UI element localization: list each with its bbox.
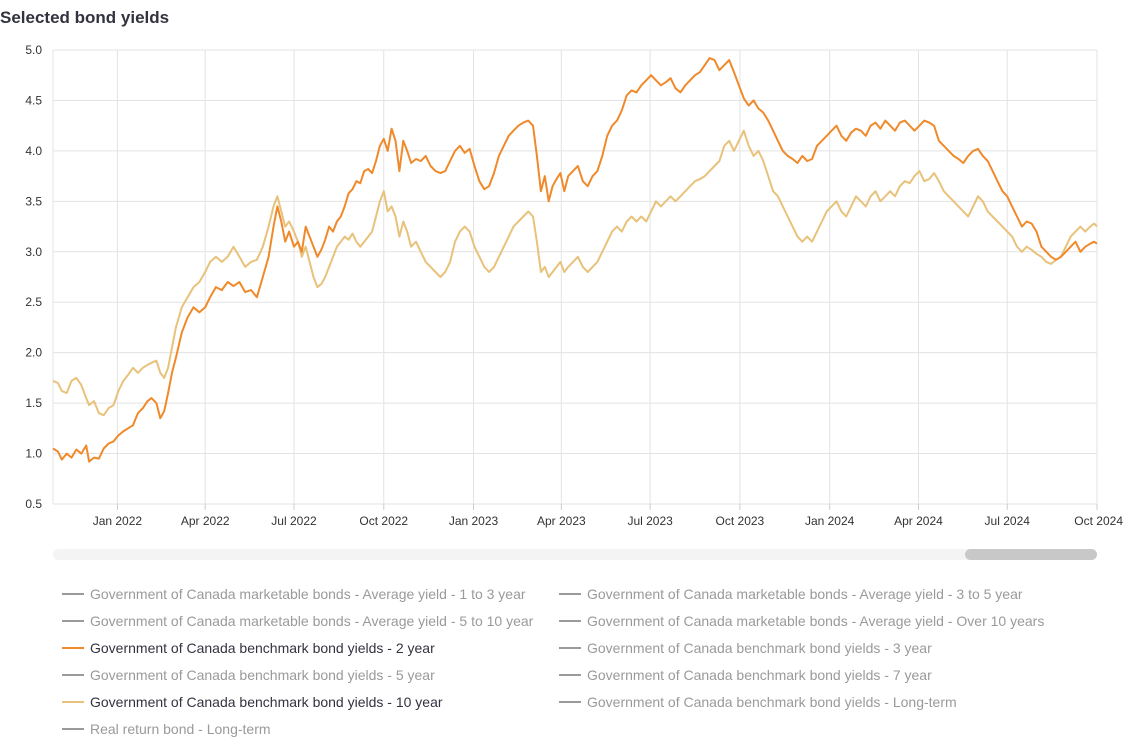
legend-swatch — [62, 728, 84, 730]
legend-item[interactable]: Government of Canada marketable bonds - … — [62, 613, 533, 629]
y-tick-label: 0.5 — [25, 497, 42, 511]
legend-label: Government of Canada marketable bonds - … — [90, 586, 526, 602]
legend-swatch — [559, 701, 581, 703]
legend-swatch — [559, 593, 581, 595]
scrollbar-thumb[interactable] — [965, 549, 1097, 560]
grid-lines — [52, 49, 1098, 505]
y-tick-label: 4.0 — [25, 144, 42, 158]
x-tick-label: Apr 2024 — [894, 514, 943, 528]
legend-swatch — [62, 620, 84, 622]
legend-label: Government of Canada benchmark bond yiel… — [90, 694, 443, 710]
x-tick-label: Oct 2023 — [716, 514, 765, 528]
y-tick-label: 3.5 — [25, 194, 42, 208]
x-axis: Jan 2022 Apr 2022 Jul 2022 Oct 2022 Jan 2023… — [93, 504, 1123, 528]
y-tick-label: 4.5 — [25, 93, 42, 107]
x-tick-label: Jul 2022 — [271, 514, 317, 528]
legend-swatch — [62, 701, 84, 703]
x-tick-label: Jul 2023 — [627, 514, 673, 528]
legend-label: Government of Canada benchmark bond yiel… — [587, 694, 957, 710]
series-line-1 — [52, 129, 1098, 417]
legend-label: Government of Canada benchmark bond yiel… — [587, 667, 932, 683]
series-line-0 — [52, 57, 1098, 463]
x-tick-label: Jul 2024 — [985, 514, 1031, 528]
y-tick-label: 2.0 — [25, 346, 42, 360]
legend-swatch — [62, 593, 84, 595]
y-tick-label: 1.0 — [25, 447, 42, 461]
legend-item[interactable]: Government of Canada benchmark bond yiel… — [559, 694, 957, 710]
legend-item[interactable]: Government of Canada benchmark bond yiel… — [62, 667, 435, 683]
legend-item[interactable]: Government of Canada benchmark bond yiel… — [559, 640, 932, 656]
y-axis: 5.0 4.5 4.0 3.5 3.0 2.5 2.0 1.5 1.0 0.5 — [25, 43, 42, 511]
legend-swatch — [62, 674, 84, 676]
legend-item[interactable]: Real return bond - Long-term — [62, 721, 271, 737]
legend-item[interactable]: Government of Canada benchmark bond yiel… — [559, 667, 932, 683]
legend-label: Government of Canada benchmark bond yiel… — [587, 640, 932, 656]
x-tick-label: Oct 2024 — [1074, 514, 1123, 528]
legend-label: Government of Canada marketable bonds - … — [587, 586, 1023, 602]
x-tick-label: Apr 2022 — [181, 514, 230, 528]
x-tick-label: Oct 2022 — [359, 514, 408, 528]
series-lines — [52, 57, 1098, 463]
legend-label: Government of Canada benchmark bond yiel… — [90, 640, 435, 656]
legend-item[interactable]: Government of Canada benchmark bond yiel… — [62, 640, 435, 656]
y-tick-label: 3.0 — [25, 245, 42, 259]
chart-title: Selected bond yields — [0, 8, 170, 27]
legend-item[interactable]: Government of Canada marketable bonds - … — [62, 586, 526, 602]
legend-item[interactable]: Government of Canada marketable bonds - … — [559, 586, 1023, 602]
legend-item[interactable]: Government of Canada marketable bonds - … — [559, 613, 1044, 629]
legend-label: Government of Canada marketable bonds - … — [587, 613, 1045, 629]
legend-label: Government of Canada benchmark bond yiel… — [90, 667, 435, 683]
legend-swatch — [559, 620, 581, 622]
legend-swatch — [62, 647, 84, 649]
x-tick-label: Jan 2024 — [805, 514, 855, 528]
legend-label: Real return bond - Long-term — [90, 721, 271, 737]
y-tick-label: 1.5 — [25, 396, 42, 410]
legend-swatch — [559, 647, 581, 649]
legend-swatch — [559, 674, 581, 676]
x-tick-label: Jan 2023 — [449, 514, 499, 528]
chart-scrollbar[interactable] — [53, 549, 1097, 560]
x-tick-label: Apr 2023 — [537, 514, 586, 528]
legend-label: Government of Canada marketable bonds - … — [90, 613, 534, 629]
y-tick-label: 5.0 — [25, 43, 42, 57]
x-tick-label: Jan 2022 — [93, 514, 143, 528]
y-tick-label: 2.5 — [25, 295, 42, 309]
line-chart: 5.0 4.5 4.0 3.5 3.0 2.5 2.0 1.5 1.0 0.5 Jan 2022 A… — [25, 43, 1123, 528]
legend-item[interactable]: Government of Canada benchmark bond yiel… — [62, 694, 443, 710]
